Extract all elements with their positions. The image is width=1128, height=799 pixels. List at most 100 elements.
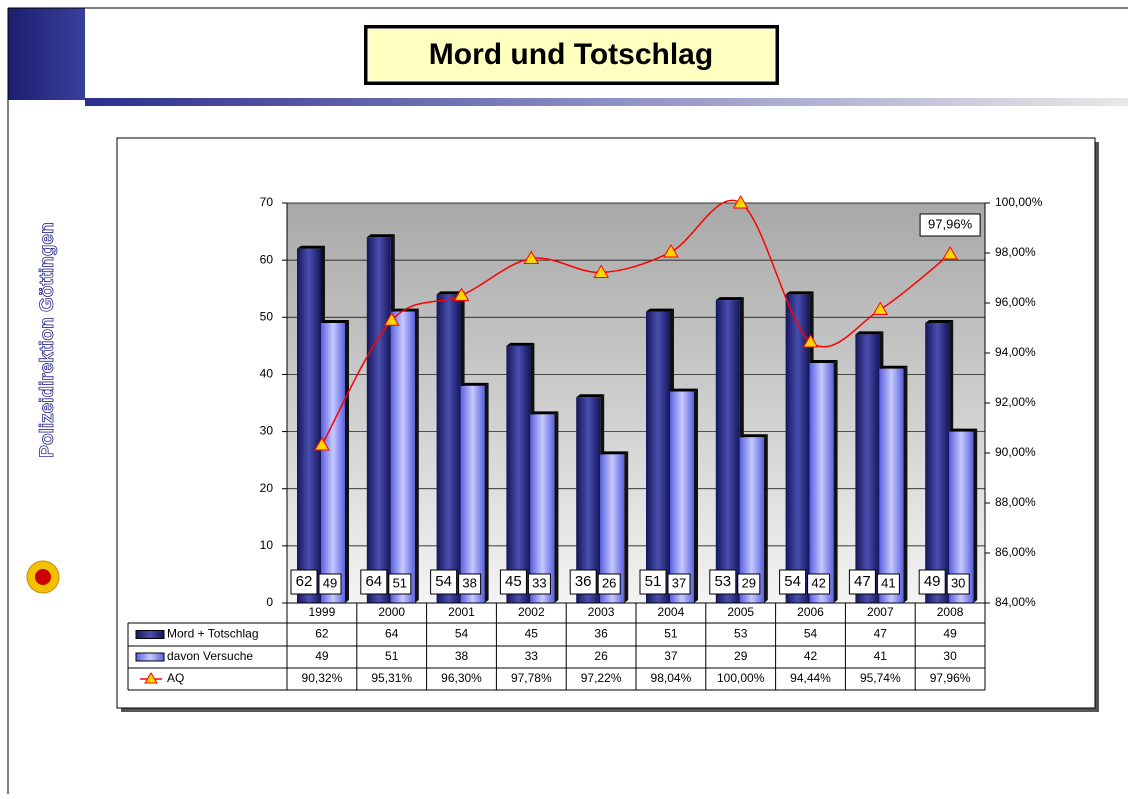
table-cell: 29	[734, 649, 748, 663]
data-label: 53	[714, 573, 731, 590]
y2-tick-label: 86,00%	[995, 545, 1036, 559]
table-cell: 42	[804, 649, 818, 663]
y-tick-label: 40	[260, 367, 274, 381]
data-label: 33	[532, 575, 546, 590]
table-cell: 38	[455, 649, 469, 663]
data-label-box	[946, 573, 970, 595]
legend-marker	[144, 672, 158, 684]
x-tick-label: 2002	[518, 605, 545, 619]
y2-tick-label: 96,00%	[995, 295, 1036, 309]
bar-top	[436, 291, 465, 295]
legend-label: Mord + Totschlag	[167, 627, 259, 641]
bar-side	[345, 320, 349, 603]
y-tick-label: 30	[260, 424, 274, 438]
data-label-box	[527, 573, 551, 595]
data-label: 54	[435, 573, 452, 590]
bar	[460, 385, 485, 603]
bar-side	[694, 388, 698, 603]
data-label: 49	[323, 575, 337, 590]
bar	[366, 237, 391, 604]
bar	[390, 311, 415, 603]
table-cell: 94,44%	[790, 671, 831, 685]
table-cell: 62	[315, 627, 329, 641]
data-label-box	[569, 569, 597, 595]
data-label: 54	[784, 573, 801, 590]
y-tick-label: 10	[260, 538, 274, 552]
table-cell: 54	[804, 627, 818, 641]
bar	[785, 294, 810, 603]
table-cell: 45	[525, 627, 539, 641]
bar	[879, 368, 904, 603]
bar-top	[855, 331, 884, 335]
data-label-box	[667, 573, 691, 595]
marker	[593, 264, 609, 278]
table-cell: 95,74%	[860, 671, 901, 685]
table-cell: 90,32%	[302, 671, 343, 685]
table-cell: 98,04%	[651, 671, 692, 685]
x-tick-label: 2007	[867, 605, 894, 619]
legend-label: AQ	[167, 671, 184, 685]
bar-side	[973, 428, 978, 603]
y2-tick-label: 98,00%	[995, 245, 1036, 259]
y2-tick-label: 90,00%	[995, 445, 1036, 459]
data-label: 64	[365, 573, 382, 590]
table-cell: 30	[943, 649, 957, 663]
table-cell: 100,00%	[717, 671, 765, 685]
table-cell: 53	[734, 627, 748, 641]
title: Mord und Totschlag	[429, 38, 713, 71]
data-label: 42	[811, 575, 825, 590]
top-bar	[85, 98, 1128, 106]
data-label: 38	[462, 575, 476, 590]
line	[321, 199, 951, 446]
bar-top	[506, 342, 535, 346]
marker	[383, 312, 400, 326]
y2-tick-label: 84,00%	[995, 595, 1036, 609]
bar	[670, 391, 694, 603]
x-tick-label: 2003	[588, 605, 615, 619]
data-label: 36	[575, 573, 592, 590]
x-tick-label: 2004	[658, 605, 685, 619]
table-cell: 54	[455, 627, 469, 641]
bar	[715, 300, 740, 603]
x-tick-label: 2005	[727, 605, 754, 619]
table-cell: 97,22%	[581, 671, 622, 685]
legend-swatch	[135, 652, 165, 662]
data-label-box	[876, 573, 900, 595]
bar	[576, 397, 601, 603]
bar-side	[763, 434, 768, 603]
y-tick-label: 60	[260, 252, 274, 266]
table-cell: 51	[664, 627, 678, 641]
data-label-box	[430, 569, 458, 595]
bar-top	[321, 320, 349, 323]
x-tick-label: 2006	[797, 605, 824, 619]
bar-top	[879, 365, 908, 369]
data-label: 51	[645, 573, 662, 590]
data-label-box	[388, 573, 412, 595]
data-label: 47	[854, 573, 871, 590]
data-label-box	[458, 573, 482, 595]
data-label-box	[318, 573, 342, 595]
bar-side	[833, 360, 838, 603]
x-tick-label: 2008	[937, 605, 964, 619]
annotation: 97,96%	[928, 216, 973, 231]
bar	[925, 323, 950, 603]
data-label-box	[360, 569, 388, 595]
title-box	[367, 28, 776, 82]
table-cell: 97,96%	[930, 671, 971, 685]
bar-top	[949, 428, 978, 432]
bar-top	[739, 434, 768, 438]
data-label-box	[709, 569, 737, 595]
y2-tick-label: 92,00%	[995, 395, 1036, 409]
data-label-box	[848, 569, 876, 595]
bar	[506, 345, 531, 603]
bar-top	[600, 451, 629, 455]
data-label: 30	[951, 575, 965, 590]
data-label: 62	[296, 573, 313, 590]
marker	[523, 250, 540, 264]
marker	[732, 195, 749, 209]
x-tick-label: 2000	[378, 605, 405, 619]
bar	[809, 363, 834, 603]
bar-top	[576, 394, 605, 398]
bar	[321, 323, 345, 603]
